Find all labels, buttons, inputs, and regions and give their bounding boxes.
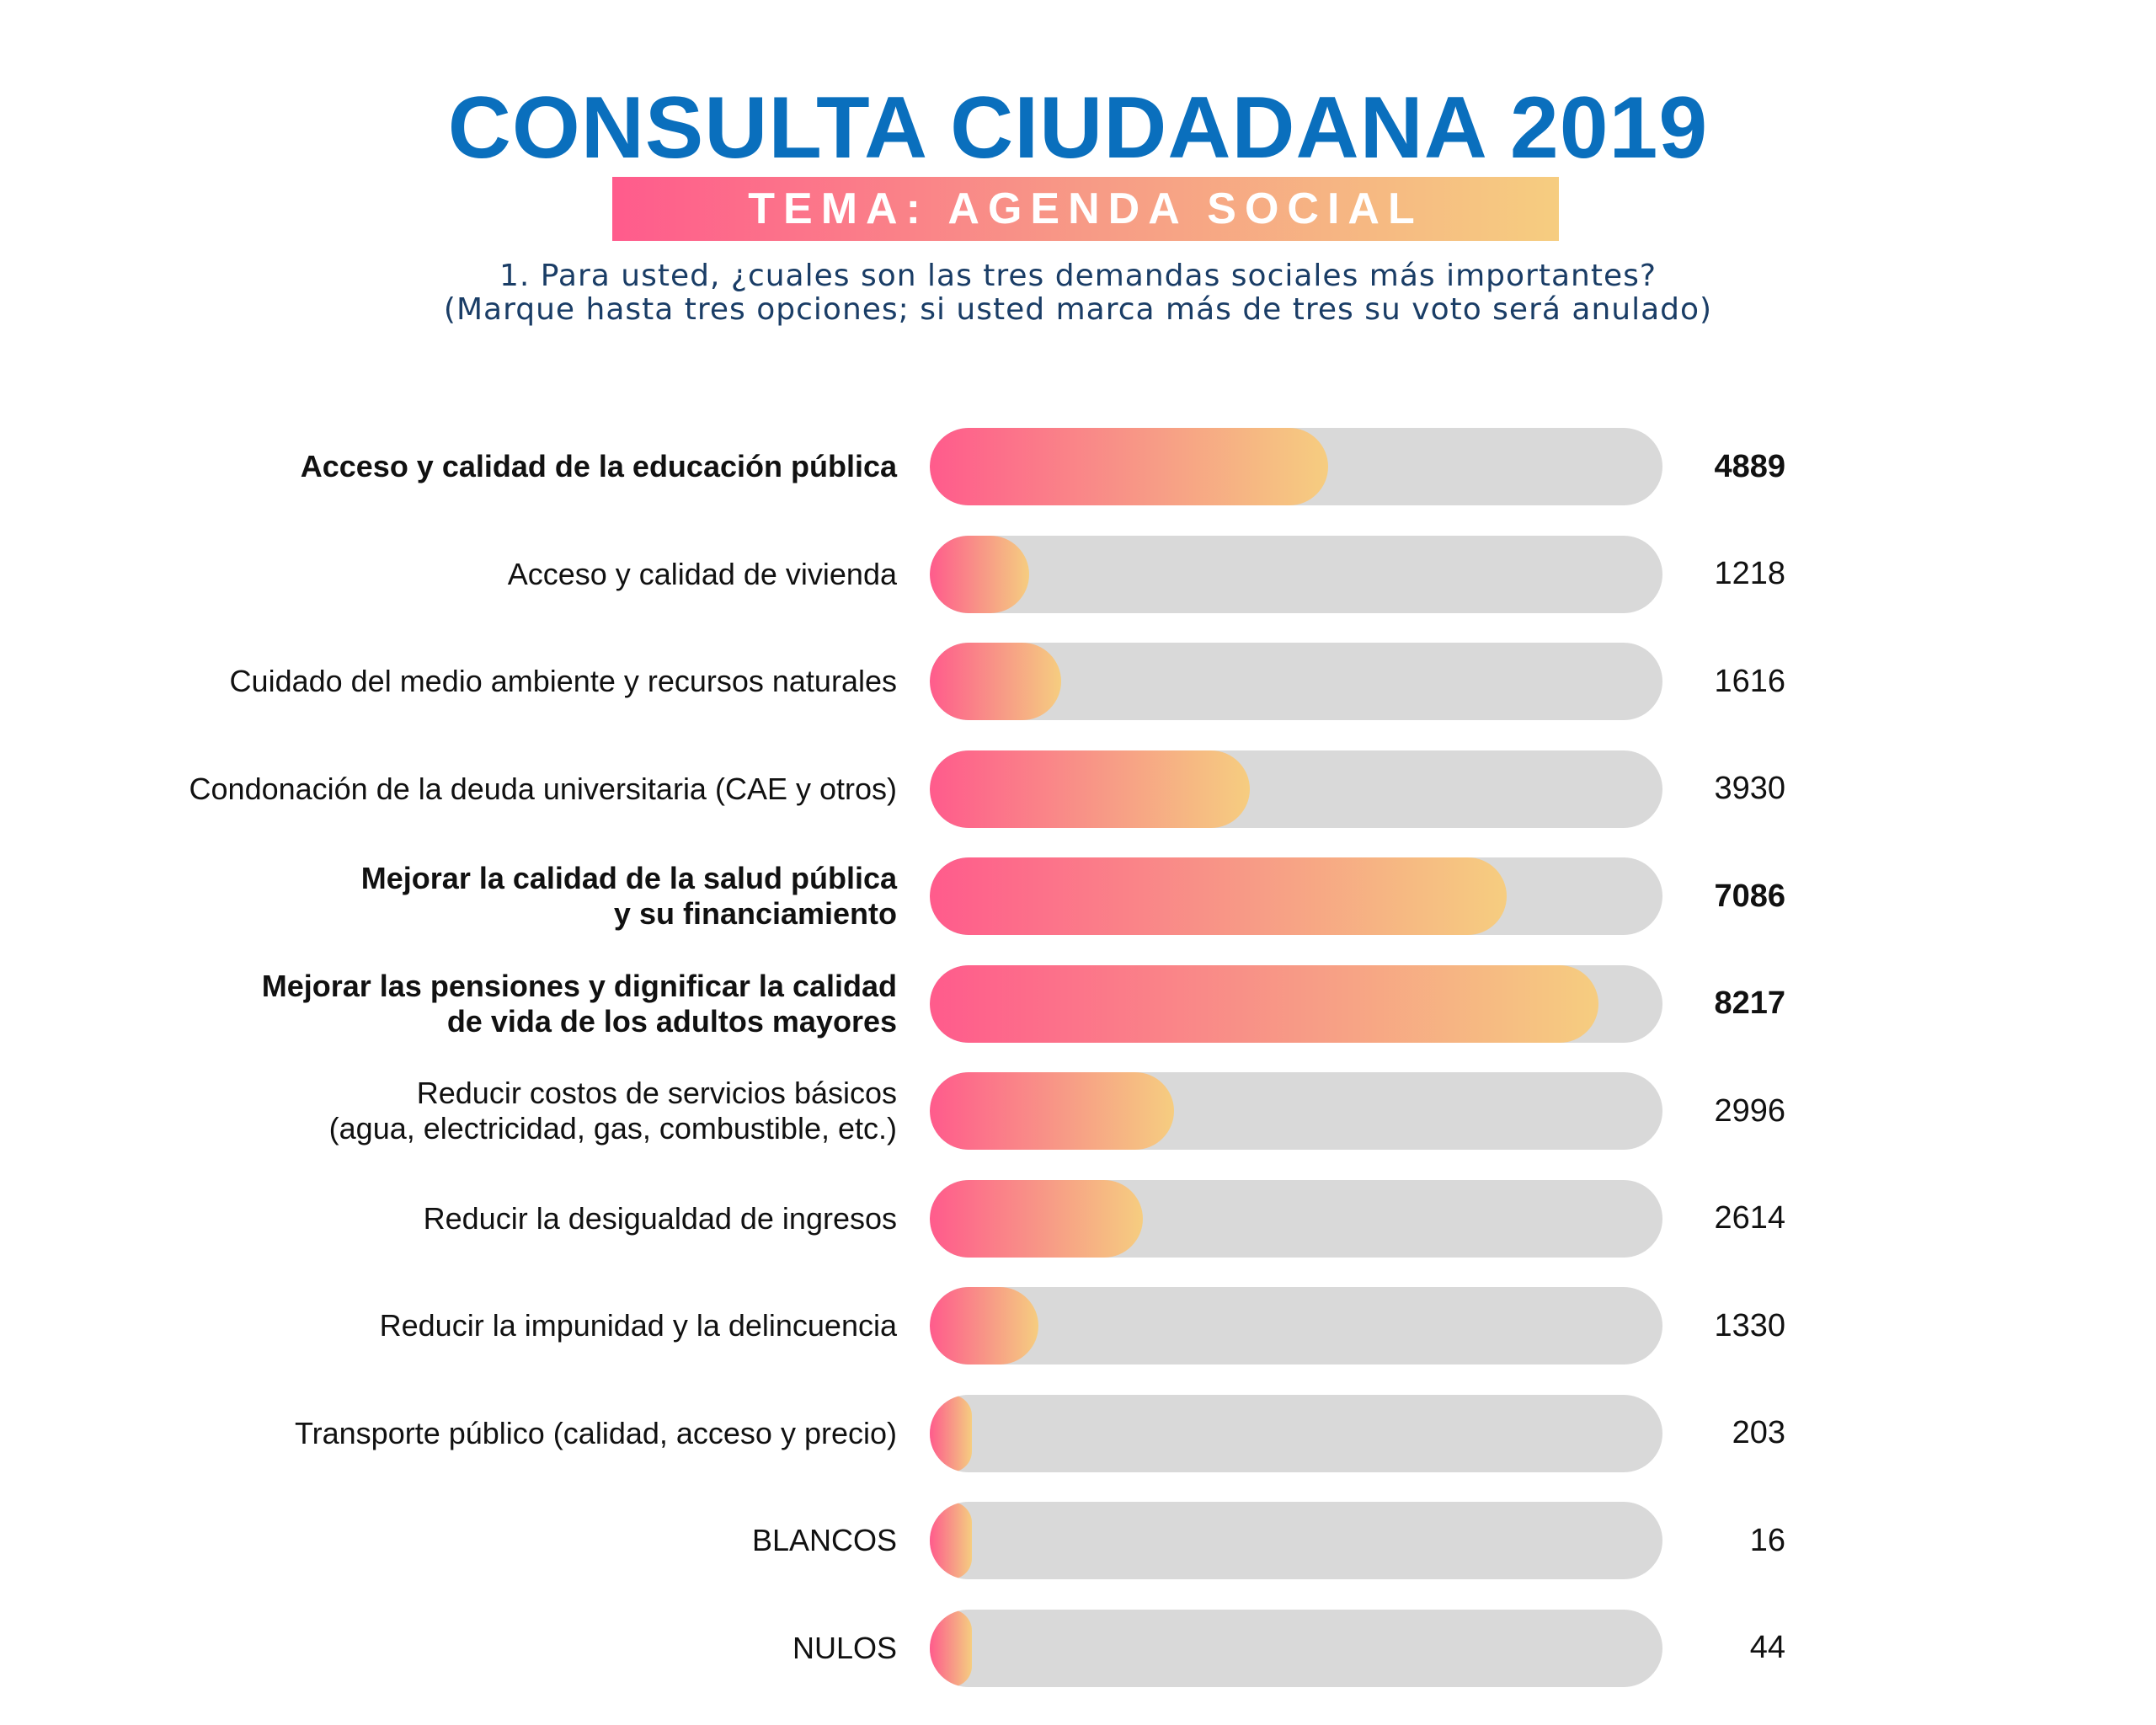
value-label: 7086 (1714, 878, 1785, 914)
bar-row: Mejorar la calidad de la salud pública y … (0, 857, 2156, 935)
value-label: 203 (1732, 1415, 1785, 1450)
value-label: 4889 (1714, 448, 1785, 484)
category-label: Acceso y calidad de la educación pública (301, 428, 897, 505)
value-label: 2996 (1714, 1092, 1785, 1129)
category-label-line: Acceso y calidad de la educación pública (300, 449, 897, 483)
category-label: Mejorar la calidad de la salud pública y … (361, 857, 897, 935)
category-label: Reducir costos de servicios básicos (agua… (329, 1072, 897, 1150)
category-label-line: Mejorar la calidad de la salud pública (360, 861, 897, 895)
bar (930, 1179, 1143, 1258)
category-label: Transporte público (calidad, acceso y pr… (295, 1395, 897, 1472)
category-label: Condonación de la deuda universitaria (C… (189, 750, 897, 828)
category-label-line: Reducir la desigualdad de ingresos (423, 1200, 897, 1236)
category-label-line: Reducir costos de servicios básicos (416, 1076, 897, 1110)
category-label-line: BLANCOS (751, 1523, 897, 1557)
topic-banner: TEMA: AGENDA SOCIAL (612, 177, 1559, 241)
category-label: Acceso y calidad de vivienda (508, 536, 897, 613)
bar (930, 1072, 1174, 1150)
bar-track (930, 750, 1662, 828)
bar-row: Reducir la desigualdad de ingresos 2614 (0, 1179, 2156, 1258)
value-label: 2614 (1714, 1200, 1785, 1236)
value-label: 1218 (1714, 556, 1785, 591)
question-text: 1. Para usted, ¿cuales son las tres dema… (0, 259, 2156, 327)
bar-row: Transporte público (calidad, acceso y pr… (0, 1394, 2156, 1472)
bar-row: Reducir la impunidad y la delincuencia 13… (0, 1287, 2156, 1365)
bar-row: BLANCOS 16 (0, 1502, 2156, 1579)
page-title: CONSULTA CIUDADANA 2019 (447, 79, 1709, 177)
category-label-line: Mejorar las pensiones y dignificar la ca… (261, 968, 897, 1003)
bar-row: Acceso y calidad de la educación pública… (0, 428, 2156, 505)
category-label-line: Reducir la impunidad y la delincuencia (379, 1308, 897, 1343)
bar-row: Acceso y calidad de vivienda 1218 (0, 535, 2156, 613)
category-label-line: Cuidado del medio ambiente y recursos na… (229, 664, 897, 698)
category-label-line: NULOS (792, 1630, 897, 1665)
bar (930, 428, 1328, 505)
bar (930, 1287, 1038, 1365)
bar (930, 1502, 972, 1579)
bar-track (930, 428, 1662, 505)
bar-track (930, 1609, 1662, 1687)
category-label-line: (agua, electricidad, gas, combustible, e… (328, 1111, 897, 1146)
category-label-line: Acceso y calidad de vivienda (507, 556, 897, 591)
value-label: 1330 (1714, 1307, 1785, 1343)
value-label: 16 (1749, 1522, 1785, 1558)
bar-track (930, 1502, 1662, 1579)
value-label: 3930 (1714, 771, 1785, 806)
bar-track (930, 1394, 1662, 1472)
bar (930, 750, 1250, 828)
question-line-1: 1. Para usted, ¿cuales son las tres dema… (499, 259, 1657, 293)
category-label: BLANCOS (752, 1502, 897, 1579)
bar (930, 535, 1029, 613)
bar-track (930, 535, 1662, 613)
bar-track (930, 643, 1662, 720)
category-label-line: de vida de los adultos mayores (446, 1003, 897, 1039)
bar-row: NULOS 44 (0, 1609, 2156, 1687)
bar-row: Condonación de la deuda universitaria (C… (0, 750, 2156, 828)
value-label: 1616 (1714, 663, 1785, 699)
category-label-line: Transporte público (calidad, acceso y pr… (294, 1415, 897, 1450)
bar-track (930, 1072, 1662, 1150)
value-label: 8217 (1714, 985, 1785, 1021)
topic-banner-text: TEMA: AGENDA SOCIAL (748, 184, 1423, 233)
bar-row: Cuidado del medio ambiente y recursos na… (0, 643, 2156, 720)
question-line-2: (Marque hasta tres opciones; si usted ma… (443, 292, 1713, 327)
category-label: Cuidado del medio ambiente y recursos na… (230, 643, 897, 720)
category-label: Reducir la desigualdad de ingresos (424, 1180, 897, 1258)
bar-track (930, 857, 1662, 935)
category-label-line: Condonación de la deuda universitaria (C… (189, 771, 897, 806)
bar-row: Mejorar las pensiones y dignificar la ca… (0, 964, 2156, 1043)
value-label: 44 (1749, 1630, 1785, 1665)
bar-track (930, 1287, 1662, 1365)
bar-track (930, 964, 1662, 1043)
category-label: NULOS (792, 1610, 897, 1687)
bar (930, 1609, 972, 1687)
bar (930, 1394, 972, 1472)
bar (930, 643, 1062, 720)
category-label: Reducir la impunidad y la delincuencia (380, 1287, 897, 1365)
category-label: Mejorar las pensiones y dignificar la ca… (262, 965, 897, 1043)
bar (930, 964, 1599, 1043)
bar-row: Reducir costos de servicios básicos (agua… (0, 1072, 2156, 1150)
bar-track (930, 1179, 1662, 1258)
category-label-line: y su financiamiento (613, 896, 897, 931)
bar (930, 857, 1507, 935)
